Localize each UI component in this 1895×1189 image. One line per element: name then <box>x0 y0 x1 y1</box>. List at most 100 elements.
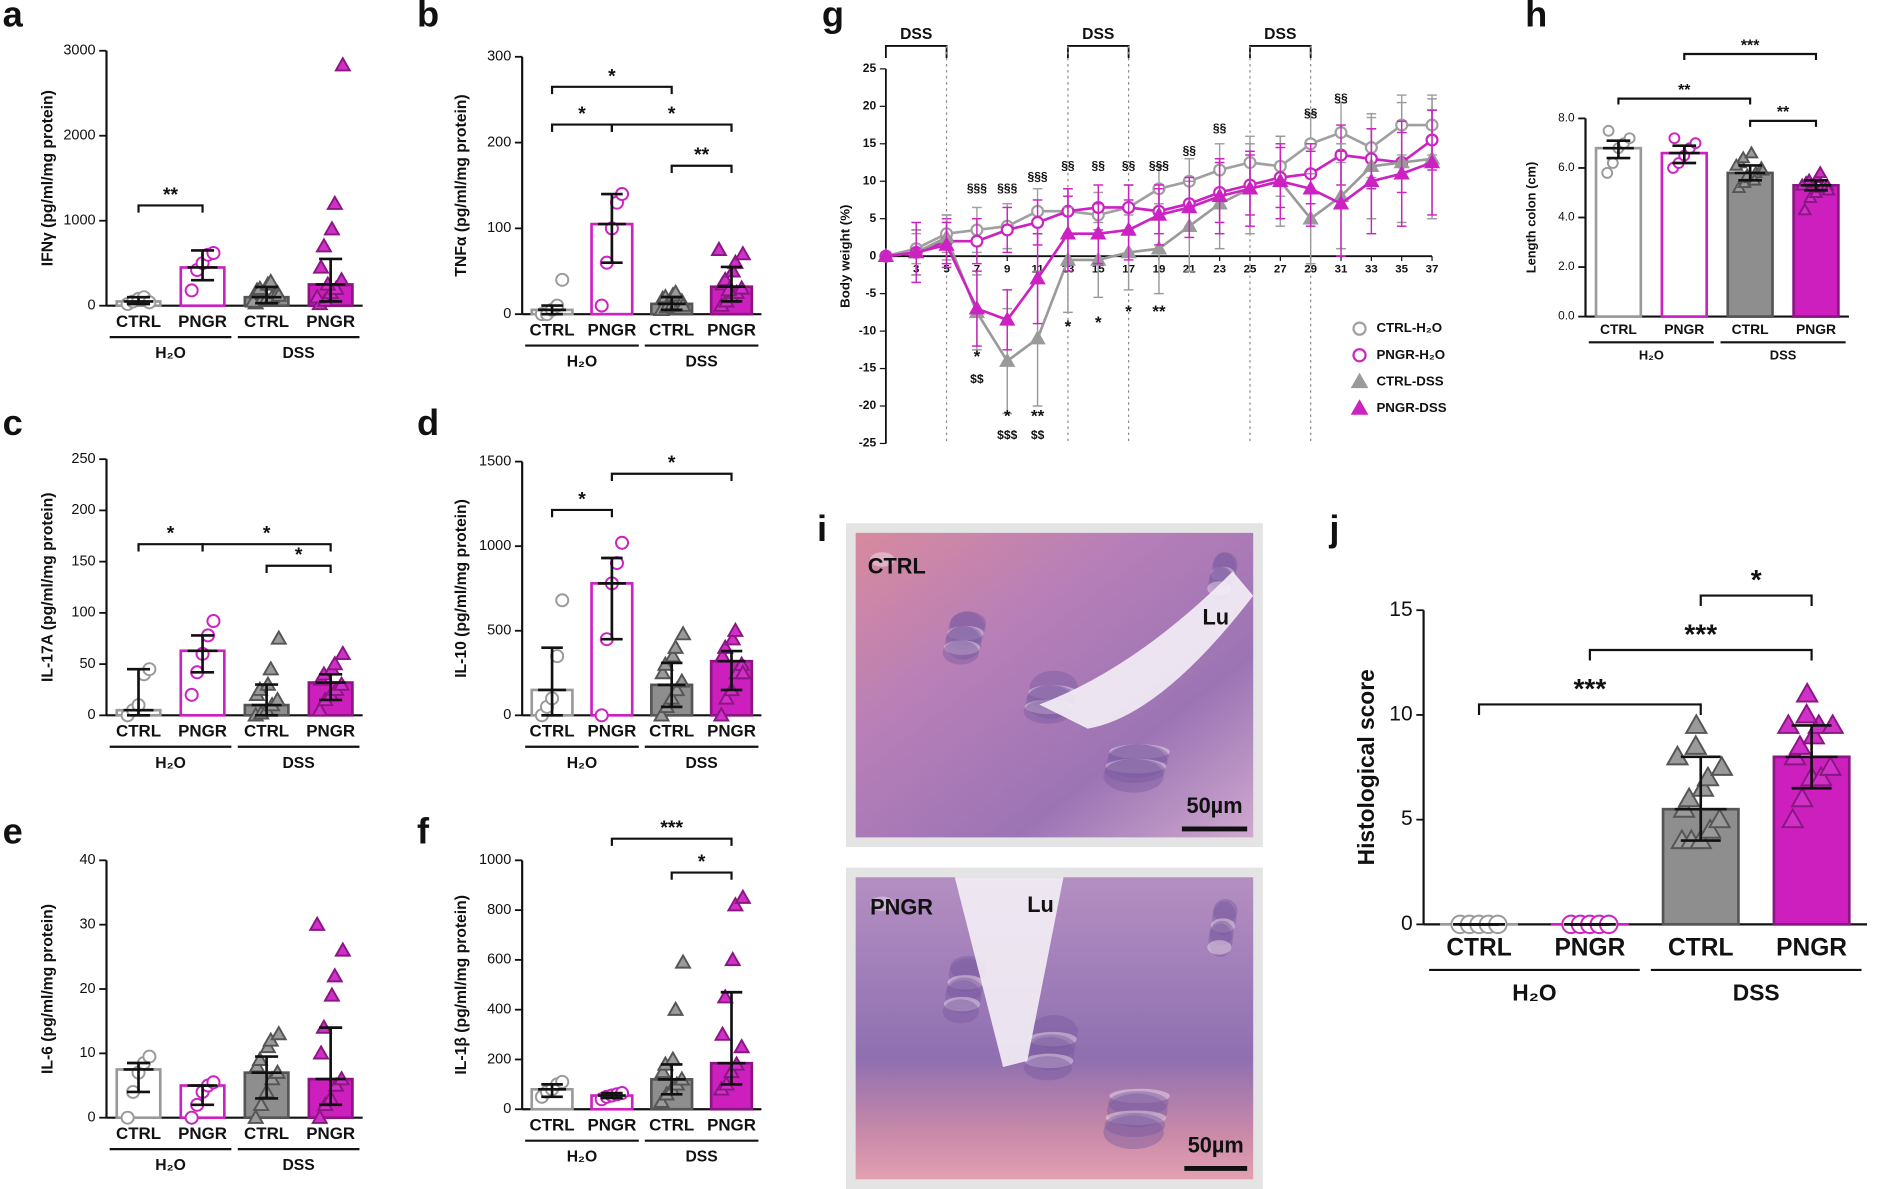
x-tick-label: PNGR <box>587 321 636 340</box>
tissue-texture <box>1109 1088 1170 1104</box>
group-label: H₂O <box>1639 348 1664 363</box>
x-tick-label: PNGR <box>1776 934 1847 961</box>
y-tick-label: 100 <box>71 605 95 621</box>
tissue-texture <box>1213 552 1238 577</box>
annotation: §§ <box>1213 121 1227 135</box>
point <box>1710 755 1734 776</box>
x-tick-label: 5 <box>943 263 950 275</box>
y-axis-label: IL-17A (pg/ml/mg protein) <box>40 493 57 682</box>
y-axis-label: Length colon (cm) <box>1524 162 1539 274</box>
point <box>1031 215 1045 229</box>
y-tick-label: 800 <box>487 902 511 918</box>
point <box>654 1063 672 1079</box>
tissue-texture <box>942 999 979 1024</box>
image-label: CTRL <box>868 554 926 579</box>
period-bracket <box>1067 45 1130 58</box>
annotation: §§ <box>1183 143 1197 157</box>
tissue-texture <box>943 640 981 655</box>
y-tick-label: 1000 <box>479 538 511 554</box>
bar <box>1660 151 1709 318</box>
point <box>1211 187 1228 203</box>
y-tick-label: -25 <box>859 436 877 450</box>
significance-label: ** <box>694 145 710 166</box>
point <box>1788 734 1812 755</box>
tissue-texture <box>1213 899 1238 924</box>
significance-label: * <box>295 545 303 566</box>
significance-bracket <box>1683 52 1818 60</box>
point <box>1795 681 1819 703</box>
x-tick-label: CTRL <box>244 312 289 331</box>
tissue-texture <box>942 640 979 665</box>
tissue-texture <box>943 996 981 1012</box>
x-tick-label: CTRL <box>244 722 289 741</box>
significance-bracket <box>610 837 733 846</box>
image-label: Lu <box>1027 892 1054 917</box>
x-tick-label: CTRL <box>649 321 694 340</box>
x-tick-label: 31 <box>1335 263 1348 275</box>
annotation: * <box>974 347 981 366</box>
significance-label: *** <box>1741 37 1760 54</box>
point <box>654 664 672 680</box>
tissue-texture <box>1212 901 1237 936</box>
point <box>120 1110 135 1125</box>
y-axis-label: IFNγ (pg/ml/mg protein) <box>40 90 57 266</box>
point <box>270 1025 288 1041</box>
y-tick-label: 20 <box>79 981 95 997</box>
tissue-texture <box>1023 1056 1072 1081</box>
point <box>1677 786 1701 808</box>
x-tick-label: 23 <box>1213 263 1226 275</box>
point <box>1029 330 1046 345</box>
point <box>724 951 742 967</box>
y-tick-label: 0.0 <box>1558 309 1575 323</box>
group-label: H₂O <box>567 354 598 371</box>
x-tick-label: CTRL <box>649 722 694 741</box>
significance-bracket <box>550 85 673 95</box>
significance-label: *** <box>1684 618 1717 649</box>
panel-letter: b <box>417 0 439 34</box>
tissue-texture <box>1103 1115 1164 1150</box>
point <box>184 283 199 298</box>
tissue-texture <box>1105 1110 1167 1125</box>
point <box>1606 157 1619 169</box>
x-tick-label: PNGR <box>707 1116 756 1135</box>
tissue-texture <box>1107 1093 1168 1128</box>
tissue-texture <box>1210 918 1236 933</box>
point <box>1000 223 1014 237</box>
legend-marker <box>1352 321 1367 336</box>
point <box>323 220 341 236</box>
significance-bracket <box>670 164 733 173</box>
annotation: * <box>1004 407 1011 426</box>
x-tick-label: CTRL <box>530 722 575 741</box>
point <box>326 194 344 210</box>
y-tick-label: 50 <box>79 656 95 672</box>
x-tick-label: CTRL <box>244 1124 289 1143</box>
annotation: §§§ <box>1028 170 1048 184</box>
point <box>734 245 752 261</box>
point <box>1393 165 1410 180</box>
x-tick-label: PNGR <box>1554 934 1625 961</box>
y-axis-label: IL-6 (pg/ml/mg protein) <box>40 904 57 1074</box>
significance-label: *** <box>660 818 683 839</box>
annotation: §§ <box>1092 158 1106 172</box>
significance-label: * <box>167 524 175 545</box>
x-tick-label: PNGR <box>707 722 756 741</box>
tissue-texture <box>1109 744 1170 759</box>
tissue-texture <box>1107 744 1168 779</box>
y-tick-label: 30 <box>79 917 95 933</box>
point <box>716 988 734 1004</box>
point <box>1802 723 1826 745</box>
group-label: DSS <box>685 755 717 772</box>
point <box>734 664 752 680</box>
tissue-texture <box>1105 758 1167 774</box>
panel-letter: j <box>1328 508 1339 549</box>
significance-label: * <box>608 66 616 87</box>
x-tick-label: 25 <box>1244 263 1257 275</box>
panel-letter: c <box>3 402 23 443</box>
tissue-texture <box>1028 1031 1077 1047</box>
group-label: DSS <box>282 1157 314 1174</box>
point <box>594 708 609 723</box>
tissue-texture <box>1027 1034 1076 1059</box>
x-tick-label: 27 <box>1274 263 1287 275</box>
point <box>1090 225 1107 240</box>
x-tick-label: PNGR <box>178 312 227 331</box>
